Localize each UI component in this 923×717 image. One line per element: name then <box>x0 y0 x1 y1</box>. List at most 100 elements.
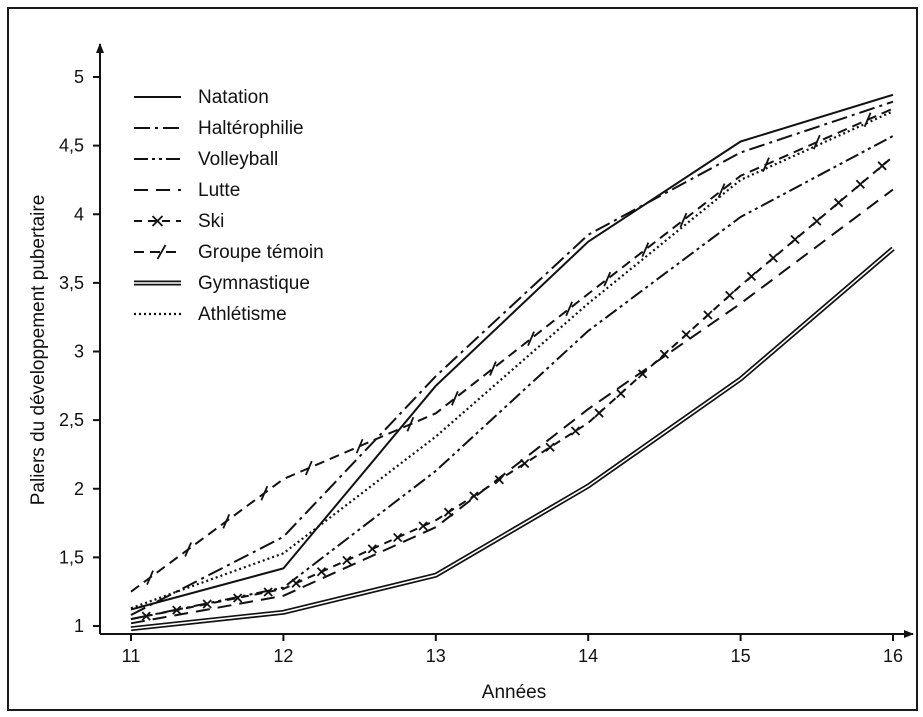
series-marker-slash <box>451 390 459 406</box>
series-line-natation-group <box>130 93 894 611</box>
series-marker-cross <box>520 458 530 469</box>
series-marker-slash <box>762 157 770 172</box>
series-marker-slash <box>146 570 154 585</box>
series-marker-slash <box>603 271 612 287</box>
series-marker-cross <box>393 532 403 543</box>
series-marker-cross <box>877 161 887 171</box>
series-marker-cross <box>681 330 691 340</box>
series-marker-cross <box>616 388 626 399</box>
legend-label: Haltérophilie <box>198 118 304 139</box>
series-marker-slash <box>565 301 573 317</box>
legend-label: Athlétisme <box>198 304 287 325</box>
legend-label: Volleyball <box>198 149 278 170</box>
series-marker-slash <box>527 331 535 346</box>
series-line-natation <box>130 93 894 611</box>
series-marker-cross <box>790 234 800 245</box>
legend-label: Lutte <box>198 180 240 201</box>
y-tick-label: 2,5 <box>59 410 84 430</box>
y-tick-label: 3,5 <box>59 273 84 293</box>
x-tick-label: 12 <box>273 646 293 666</box>
series-marker-cross <box>637 369 648 379</box>
y-tick-label: 1 <box>74 616 84 636</box>
legend-item: Haltérophilie <box>134 118 304 139</box>
x-tick-label: 13 <box>426 646 446 666</box>
series-marker-cross <box>812 216 822 226</box>
y-tick-label: 4 <box>74 204 84 224</box>
series-marker-cross <box>202 599 212 609</box>
y-tick-group: 1 1,5 2 2,5 3 3,5 4 4,5 5 <box>59 67 100 636</box>
series-marker-cross <box>570 426 581 436</box>
x-tick-group: 11 12 13 14 15 16 <box>122 634 903 666</box>
series-marker-cross <box>291 578 301 588</box>
series-marker-cross <box>659 349 670 359</box>
legend-label: Gymnastique <box>198 273 310 294</box>
series-marker-slash <box>863 112 872 128</box>
series-line-groupe-temoin <box>130 107 894 593</box>
series-line-groupe-temoin-group <box>130 107 894 593</box>
y-axis-label: Paliers du développement pubertaire <box>28 195 49 506</box>
x-tick-label: 16 <box>883 646 903 666</box>
y-tick-label: 2 <box>74 479 84 499</box>
series-marker-slash <box>260 485 269 501</box>
legend-marker-cross <box>151 215 164 227</box>
series-line-volleyball-group <box>130 135 894 621</box>
series-line-gymnastique-inner <box>130 247 894 630</box>
series-marker-slash <box>489 361 497 376</box>
legend-item: Volleyball <box>134 149 278 170</box>
y-tick-label: 1,5 <box>59 547 84 567</box>
legend-item: Natation <box>134 87 269 108</box>
x-axis-label: Années <box>482 682 546 703</box>
series-line-ski-group <box>130 155 894 621</box>
series-marker-cross <box>233 593 243 603</box>
series-marker-cross <box>141 611 151 621</box>
y-tick-label: 4,5 <box>59 136 84 156</box>
series-marker-cross <box>855 179 865 189</box>
legend-item: Groupe témoin <box>134 242 324 263</box>
series-marker-slash <box>406 416 415 432</box>
legend-item: Ski <box>134 211 224 232</box>
series-marker-cross <box>725 290 735 301</box>
series-line-gymnastique-group <box>130 246 895 632</box>
legend-item: Lutte <box>134 180 240 201</box>
series-marker-cross <box>494 475 504 485</box>
series-marker-slash <box>717 183 726 198</box>
series-marker-slash <box>679 212 688 228</box>
series-marker-cross <box>746 271 757 282</box>
series-line-athletisme-group <box>130 110 894 610</box>
series-marker-cross <box>172 605 182 615</box>
legend-item: Athlétisme <box>134 304 287 325</box>
series-marker-slash <box>304 460 313 476</box>
series-group <box>130 93 895 632</box>
series-line-halterophilie-group <box>130 100 894 616</box>
series-marker-cross <box>418 521 428 531</box>
series-marker-slash <box>641 242 650 257</box>
series-marker-cross <box>594 408 604 418</box>
y-tick-label: 3 <box>74 342 84 362</box>
series-line-ski <box>130 155 894 621</box>
series-line-halterophilie <box>130 100 894 616</box>
series-line-lutte <box>130 188 894 625</box>
series-line-lutte-group <box>130 188 894 625</box>
legend-marker-slash <box>156 244 167 260</box>
legend-label: Natation <box>198 87 269 108</box>
series-marker-cross <box>833 198 844 208</box>
series-marker-cross <box>263 587 273 597</box>
x-tick-label: 11 <box>122 646 141 666</box>
series-line-volleyball <box>130 135 894 621</box>
legend-label: Ski <box>198 211 224 232</box>
series-marker-cross <box>768 253 778 263</box>
series-marker-cross <box>367 544 377 554</box>
legend-item: Gymnastique <box>134 273 310 294</box>
legend-label: Groupe témoin <box>198 242 324 263</box>
series-marker-slash <box>222 513 231 529</box>
x-tick-label: 15 <box>731 646 751 666</box>
x-tick-label: 14 <box>578 646 598 666</box>
series-marker-cross <box>342 555 352 565</box>
series-line-athletisme <box>130 110 894 610</box>
series-marker-slash <box>184 542 192 557</box>
series-marker-slash <box>812 134 821 150</box>
series-marker-cross <box>443 507 454 517</box>
series-marker-cross <box>469 491 479 501</box>
series-marker-cross <box>545 442 555 452</box>
